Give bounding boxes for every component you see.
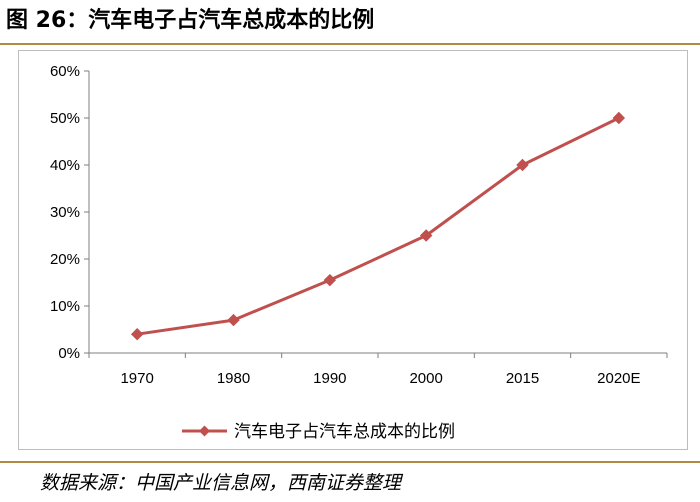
title-rule — [0, 43, 700, 45]
bottom-rule — [0, 461, 700, 463]
y-tick-label: 10% — [50, 298, 80, 315]
data-point-marker — [419, 229, 433, 242]
legend-label: 汽车电子占汽车总成本的比例 — [234, 422, 455, 442]
x-tick-label: 1990 — [313, 370, 346, 387]
x-tick-label: 2020E — [597, 370, 640, 387]
y-tick-label: 30% — [50, 204, 80, 221]
y-tick-label: 0% — [58, 345, 80, 362]
x-tick-label: 2015 — [506, 370, 539, 387]
y-tick-label: 20% — [50, 251, 80, 268]
series-line — [136, 116, 620, 336]
figure-title: 图 26：汽车电子占汽车总成本的比例 — [6, 8, 375, 33]
data-point-marker — [612, 111, 626, 125]
x-tick-label: 1970 — [120, 370, 153, 387]
data-point-marker — [227, 313, 240, 327]
y-tick-label: 40% — [50, 157, 80, 174]
line-chart: 0% 10% 20% 30% 40% 50% 60% 1970 1980 1990 2000 2015… — [50, 63, 668, 442]
data-point-marker — [323, 273, 337, 287]
chart-frame: 0% 10% 20% 30% 40% 50% 60% 1970 1980 1990 2000 2015… — [18, 50, 688, 450]
data-point-marker — [516, 158, 529, 172]
y-tick-label: 50% — [50, 110, 80, 127]
x-tick-label: 2000 — [409, 370, 442, 387]
source-note: 数据来源：中国产业信息网，西南证券整理 — [40, 472, 402, 494]
y-tick-label: 60% — [50, 63, 80, 80]
legend-marker — [199, 425, 210, 437]
data-point-marker — [130, 327, 144, 341]
x-tick-label: 1980 — [217, 370, 250, 387]
